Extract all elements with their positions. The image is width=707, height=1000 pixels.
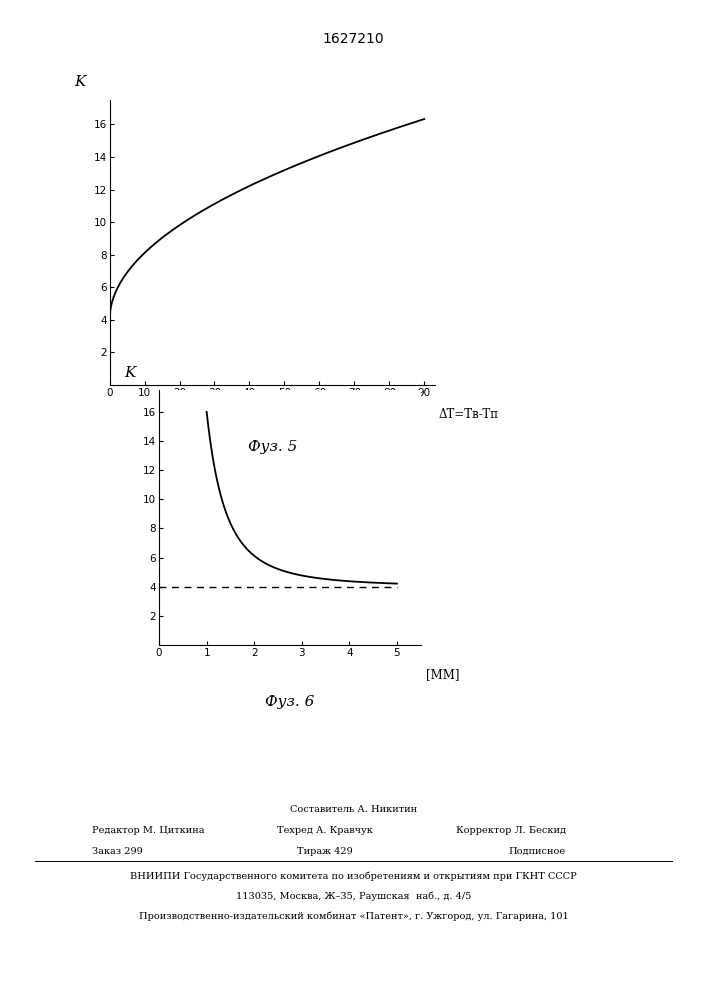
Text: K: K: [75, 75, 86, 89]
Text: Тираж 429: Тираж 429: [298, 847, 353, 856]
Text: Корректор Л. Бескид: Корректор Л. Бескид: [455, 826, 566, 835]
Text: 1627210: 1627210: [322, 32, 385, 46]
Text: K: K: [124, 366, 136, 380]
Text: [MM]: [MM]: [426, 668, 460, 681]
Text: 113035, Москва, Ж–35, Раушская  наб., д. 4/5: 113035, Москва, Ж–35, Раушская наб., д. …: [236, 891, 471, 901]
Text: Заказ 299: Заказ 299: [92, 847, 143, 856]
Text: Подписное: Подписное: [508, 847, 566, 856]
Text: ВНИИПИ Государственного комитета по изобретениям и открытиям при ГКНТ СССР: ВНИИПИ Государственного комитета по изоб…: [130, 871, 577, 881]
Text: Фуз. 6: Фуз. 6: [265, 695, 315, 709]
Text: Техред А. Кравчук: Техред А. Кравчук: [277, 826, 373, 835]
Text: Составитель А. Никитин: Составитель А. Никитин: [290, 805, 417, 814]
Text: Фуз. 5: Фуз. 5: [247, 440, 297, 454]
Text: ΔT=Tв-Tп: ΔT=Tв-Tп: [438, 408, 498, 421]
Text: Производственно-издательский комбинат «Патент», г. Ужгород, ул. Гагарина, 101: Производственно-издательский комбинат «П…: [139, 911, 568, 921]
Text: Редактор М. Циткина: Редактор М. Циткина: [92, 826, 204, 835]
